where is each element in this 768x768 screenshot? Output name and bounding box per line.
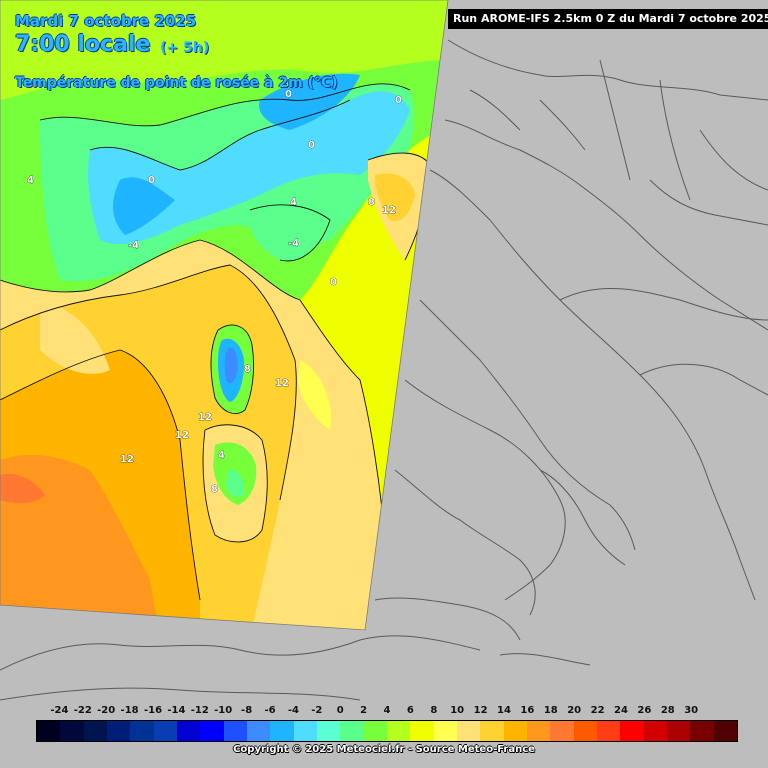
legend-tick-label: -18	[120, 705, 139, 716]
legend-tick-label: -20	[97, 705, 116, 716]
legend-swatch	[456, 721, 481, 741]
contour-label: 12	[175, 430, 189, 441]
legend-tick-label: 22	[590, 705, 605, 716]
contour-label: 0	[285, 89, 292, 100]
forecast-offset: (+ 5h)	[160, 40, 210, 56]
legend-swatch	[526, 721, 551, 741]
contour-label: 8	[211, 484, 218, 495]
legend-tick-label: -2	[311, 705, 323, 716]
contour-label: 4	[27, 175, 34, 186]
legend-swatch	[713, 721, 737, 741]
legend-tick-label: 6	[406, 705, 414, 716]
legend-swatch	[130, 721, 154, 741]
legend-tick-labels: -24 -22 -20 -18 -16 -14 -12 -10 -8 -6 -4 -2 0 2 4 6 8 10 1…	[36, 705, 738, 719]
legend-tick-label: -24	[50, 705, 69, 716]
contour-label: 12	[120, 454, 134, 465]
legend-swatch	[316, 721, 341, 741]
legend-tick-label: 14	[497, 705, 511, 716]
legend-tick-label: 16	[520, 705, 535, 716]
legend-swatch	[690, 721, 714, 741]
legend-swatch	[480, 721, 504, 741]
legend-swatch	[573, 721, 597, 741]
run-info-banner: Run AROME-IFS 2.5km 0 Z du Mardi 7 octob…	[448, 9, 768, 29]
legend-swatch	[37, 721, 61, 741]
legend-swatch	[106, 721, 131, 741]
color-legend: -24 -22 -20 -18 -16 -14 -12 -10 -8 -6 -4 -2 0 2 4 6 8 10 1…	[36, 705, 738, 743]
legend-tick-label: 30	[684, 705, 699, 716]
contour-label: -4	[128, 240, 139, 251]
basemap-borders	[0, 39, 768, 701]
legend-tick-label: 26	[637, 705, 652, 716]
contour-label: 4	[218, 450, 225, 461]
legend-swatch	[433, 721, 457, 741]
copyright-notice: Copyright © 2025 Meteociel.fr - Source M…	[233, 744, 535, 755]
legend-tick-label: 10	[450, 705, 465, 716]
legend-swatch	[200, 721, 224, 741]
legend-swatch	[270, 721, 294, 741]
legend-tick-label: -16	[143, 705, 163, 716]
legend-swatch	[620, 721, 644, 741]
legend-tick-label: 24	[614, 705, 628, 716]
contour-label: 12	[382, 205, 396, 216]
legend-tick-label: -10	[214, 705, 233, 716]
contour-label: 8	[244, 364, 251, 375]
legend-tick-label: -6	[264, 705, 276, 716]
legend-swatch	[176, 721, 201, 741]
legend-swatch	[550, 721, 574, 741]
contour-label: -4	[288, 238, 299, 249]
legend-swatch	[293, 721, 317, 741]
legend-tick-label: -4	[287, 705, 299, 716]
legend-swatch	[83, 721, 107, 741]
legend-tick-label: 28	[660, 705, 675, 716]
forecast-date: Mardi 7 octobre 2025	[15, 12, 197, 30]
forecast-local-time: 7:00 locale	[15, 32, 151, 57]
contour-label: 12	[198, 412, 212, 423]
legend-tick-label: 4	[383, 705, 391, 716]
contour-label: 4	[290, 197, 297, 208]
contour-label: 0	[330, 277, 337, 288]
model-domain-outline	[0, 0, 449, 631]
legend-swatch	[60, 721, 84, 741]
legend-swatch	[410, 721, 434, 741]
contour-label: 8	[368, 197, 375, 208]
legend-color-bar	[36, 720, 738, 742]
legend-swatch	[666, 721, 691, 741]
legend-tick-label: 18	[543, 705, 558, 716]
dewpoint-field	[0, 0, 448, 630]
contour-label: 0	[148, 175, 155, 186]
contour-labels: 0 0 0 0 0 4 4 -4 -4 8 12 12 12 12 12 4 8…	[27, 89, 403, 496]
legend-tick-label: -12	[190, 705, 209, 716]
parameter-title: Température de point de rosée à 2m (°C)	[15, 75, 338, 91]
legend-swatch	[503, 721, 527, 741]
legend-swatch	[340, 721, 364, 741]
legend-tick-label: 2	[360, 705, 368, 716]
legend-tick-label: -14	[167, 705, 186, 716]
legend-tick-label: -22	[73, 705, 92, 716]
legend-swatch	[643, 721, 667, 741]
contour-label: 0	[395, 95, 402, 106]
contour-label: 0	[308, 140, 315, 151]
contour-label: 12	[275, 378, 289, 389]
legend-tick-label: 12	[473, 705, 488, 716]
legend-swatch	[363, 721, 387, 741]
legend-swatch	[223, 721, 247, 741]
legend-tick-label: 8	[430, 705, 438, 716]
legend-swatch	[246, 721, 271, 741]
legend-tick-label: 0	[336, 705, 344, 716]
legend-tick-label: 20	[567, 705, 582, 716]
legend-swatch	[153, 721, 177, 741]
legend-swatch	[386, 721, 411, 741]
legend-tick-label: -8	[241, 705, 253, 716]
legend-swatch	[596, 721, 621, 741]
